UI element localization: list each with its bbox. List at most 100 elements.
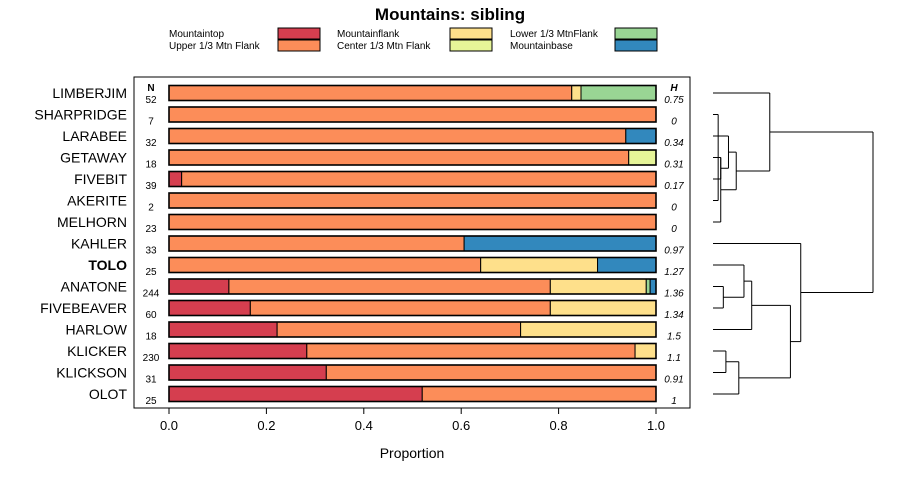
- bar-harlow-mountainflank: [520, 321, 657, 338]
- bar-outline-klicker: [168, 342, 657, 360]
- h-value-olot: 1: [671, 396, 677, 407]
- legend-label-center-1-3-mtn-flank: Center 1/3 Mtn Flank: [337, 41, 431, 52]
- x-axis: 0.0 0.2 0.4 0.6 0.8 1.0: [160, 408, 665, 433]
- n-value-olot: 25: [145, 396, 157, 407]
- row-label-larabee: LARABEE: [62, 128, 127, 144]
- bar-limberjim-lower-1-3-mtnflank: [580, 85, 657, 101]
- bar-klicker-mountaintop: [168, 343, 308, 359]
- bar-klickson-mountaintop: [168, 364, 327, 381]
- bar-harlow-mountaintop: [168, 321, 278, 338]
- n-value-melhorn: 23: [145, 224, 157, 235]
- bar-fivebit-upper-1-3-mtn-flank: [181, 171, 657, 187]
- bar-kahler-mountainbase: [463, 235, 657, 252]
- row-label-fivebeaver: FIVEBEAVER: [40, 300, 127, 316]
- bar-sharpridge-upper-1-3-mtn-flank: [168, 106, 657, 123]
- row-label-kahler: KAHLER: [71, 236, 127, 252]
- row-label-olot: OLOT: [89, 386, 128, 402]
- h-value-anatone: 1.36: [664, 289, 684, 300]
- n-value-anatone: 244: [143, 289, 160, 300]
- h-value-akerite: 0: [671, 203, 677, 214]
- h-value-fivebeaver: 1.34: [664, 310, 684, 321]
- bar-akerite-upper-1-3-mtn-flank: [168, 192, 657, 209]
- n-value-harlow: 18: [145, 332, 157, 343]
- row-label-klickson: KLICKSON: [56, 365, 127, 381]
- x-tick-label-2: 0.4: [355, 418, 373, 433]
- bar-olot-upper-1-3-mtn-flank: [421, 386, 657, 402]
- legend-swatch-mountainbase: [614, 39, 658, 52]
- bar-klicker-upper-1-3-mtn-flank: [306, 343, 636, 359]
- bar-fivebit-mountaintop: [168, 171, 183, 187]
- row-label-getaway: GETAWAY: [60, 150, 128, 166]
- legend-label-mountaintop: Mountaintop: [169, 29, 224, 40]
- bar-outline-getaway: [168, 149, 657, 166]
- h-value-kahler: 0.97: [664, 246, 684, 257]
- bar-outline-fivebeaver: [168, 299, 657, 317]
- bar-tolo-mountainflank: [480, 257, 599, 273]
- legend-label-upper-1-3-mtn-flank: Upper 1/3 Mtn Flank: [169, 41, 261, 52]
- h-value-melhorn: 0: [671, 224, 677, 235]
- x-tick-label-4: 0.8: [550, 418, 568, 433]
- bar-melhorn-upper-1-3-mtn-flank: [168, 214, 657, 230]
- bar-anatone-upper-1-3-mtn-flank: [228, 278, 551, 295]
- x-tick-label-3: 0.6: [452, 418, 470, 433]
- plot-frame: [133, 76, 691, 409]
- bar-fivebeaver-mountaintop: [168, 300, 251, 316]
- dendrogram: [713, 92, 874, 395]
- legend-swatch-mountainflank: [449, 27, 493, 40]
- h-value-sharpridge: 0: [671, 117, 677, 128]
- h-value-fivebit: 0.17: [664, 181, 684, 192]
- bar-anatone-mountainflank: [549, 278, 647, 295]
- row-label-fivebit: FIVEBIT: [74, 171, 127, 187]
- bar-kahler-upper-1-3-mtn-flank: [168, 235, 465, 252]
- bars-layer: [168, 84, 657, 403]
- bar-outline-anatone: [168, 278, 657, 295]
- bar-olot-mountaintop: [168, 386, 423, 402]
- n-header: N: [147, 83, 154, 94]
- n-value-getaway: 18: [145, 160, 157, 171]
- bar-outline-fivebit: [168, 170, 657, 188]
- row-label-harlow: HARLOW: [66, 322, 128, 338]
- bar-anatone-mountaintop: [168, 278, 230, 295]
- row-label-klicker: KLICKER: [67, 343, 127, 359]
- bar-outline-limberjim: [168, 84, 657, 102]
- legend-swatch-lower-1-3-mtnflank: [614, 27, 658, 40]
- bar-tolo-mountainbase: [597, 257, 657, 273]
- bar-outline-melhorn: [168, 213, 657, 231]
- bar-tolo-upper-1-3-mtn-flank: [168, 257, 482, 273]
- h-header: H: [670, 83, 678, 94]
- h-value-klicker: 1.1: [667, 353, 681, 364]
- legend-swatch-center-1-3-mtn-flank: [449, 39, 493, 52]
- bar-anatone-mountainbase: [649, 278, 657, 295]
- bar-outline-tolo: [168, 256, 657, 274]
- h-value-klickson: 0.91: [664, 375, 683, 386]
- n-value-kahler: 33: [145, 246, 157, 257]
- h-value-harlow: 1.5: [667, 332, 681, 343]
- bar-klicker-mountainflank: [634, 343, 657, 359]
- row-label-sharpridge: SHARPRIDGE: [34, 107, 127, 123]
- h-value-limberjim: 0.75: [664, 95, 684, 106]
- x-axis-label: Proportion: [380, 445, 445, 461]
- bar-outline-kahler: [168, 235, 657, 252]
- legend-label-mountainbase: Mountainbase: [510, 41, 573, 52]
- bar-outline-harlow: [168, 321, 657, 338]
- x-tick-label-0: 0.0: [160, 418, 178, 433]
- n-value-larabee: 32: [145, 138, 157, 149]
- x-tick-label-5: 1.0: [647, 418, 665, 433]
- bar-outline-akerite: [168, 192, 657, 209]
- row-label-anatone: ANATONE: [61, 279, 127, 295]
- bar-harlow-upper-1-3-mtn-flank: [276, 321, 522, 338]
- bar-fivebeaver-mountainflank: [549, 300, 657, 316]
- n-value-tolo: 25: [145, 267, 157, 278]
- legend-label-lower-1-3-mtnflank: Lower 1/3 MtnFlank: [510, 29, 599, 40]
- row-label-akerite: AKERITE: [67, 193, 127, 209]
- bar-larabee-upper-1-3-mtn-flank: [168, 128, 627, 144]
- legend-swatch-mountaintop: [277, 27, 321, 40]
- row-label-tolo: TOLO: [88, 257, 127, 273]
- n-value-fivebeaver: 60: [145, 310, 157, 321]
- bar-outline-olot: [168, 385, 657, 403]
- n-values: 52 7 32 18 39 2 23 33 25 244 60 18 230 31 25: [143, 95, 160, 407]
- bar-anatone-lower-1-3-mtnflank: [645, 278, 651, 295]
- bar-limberjim-mountainflank: [571, 85, 582, 101]
- n-value-limberjim: 52: [145, 95, 157, 106]
